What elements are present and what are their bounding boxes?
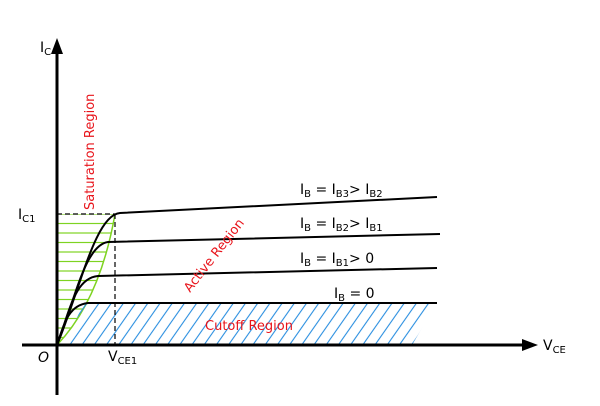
active-region-label: Active Region bbox=[181, 216, 248, 295]
curve-ib0 bbox=[56, 302, 437, 346]
cutoff-region-hatch bbox=[62, 303, 437, 345]
curve-label-ib3: IB = IB3> IB2 bbox=[300, 182, 383, 200]
saturation-region-label: Saturation Region bbox=[83, 94, 98, 210]
cutoff-region-label: Cutoff Region bbox=[205, 319, 293, 334]
x-axis-arrow bbox=[522, 339, 538, 351]
origin-label: O bbox=[38, 350, 49, 366]
curve-label-ib2: IB = IB2> IB1 bbox=[300, 216, 383, 234]
ic1-label: IC1 bbox=[18, 207, 36, 225]
curve-label-ib0: IB = 0 bbox=[334, 286, 375, 304]
saturation-boundary bbox=[56, 213, 116, 346]
y-axis-arrow bbox=[51, 38, 63, 54]
curve-label-ib1: IB = IB1> 0 bbox=[300, 251, 374, 269]
x-axis-label: VCE bbox=[543, 338, 566, 356]
y-axis-label: IC bbox=[40, 40, 51, 58]
vce1-label: VCE1 bbox=[108, 349, 137, 367]
